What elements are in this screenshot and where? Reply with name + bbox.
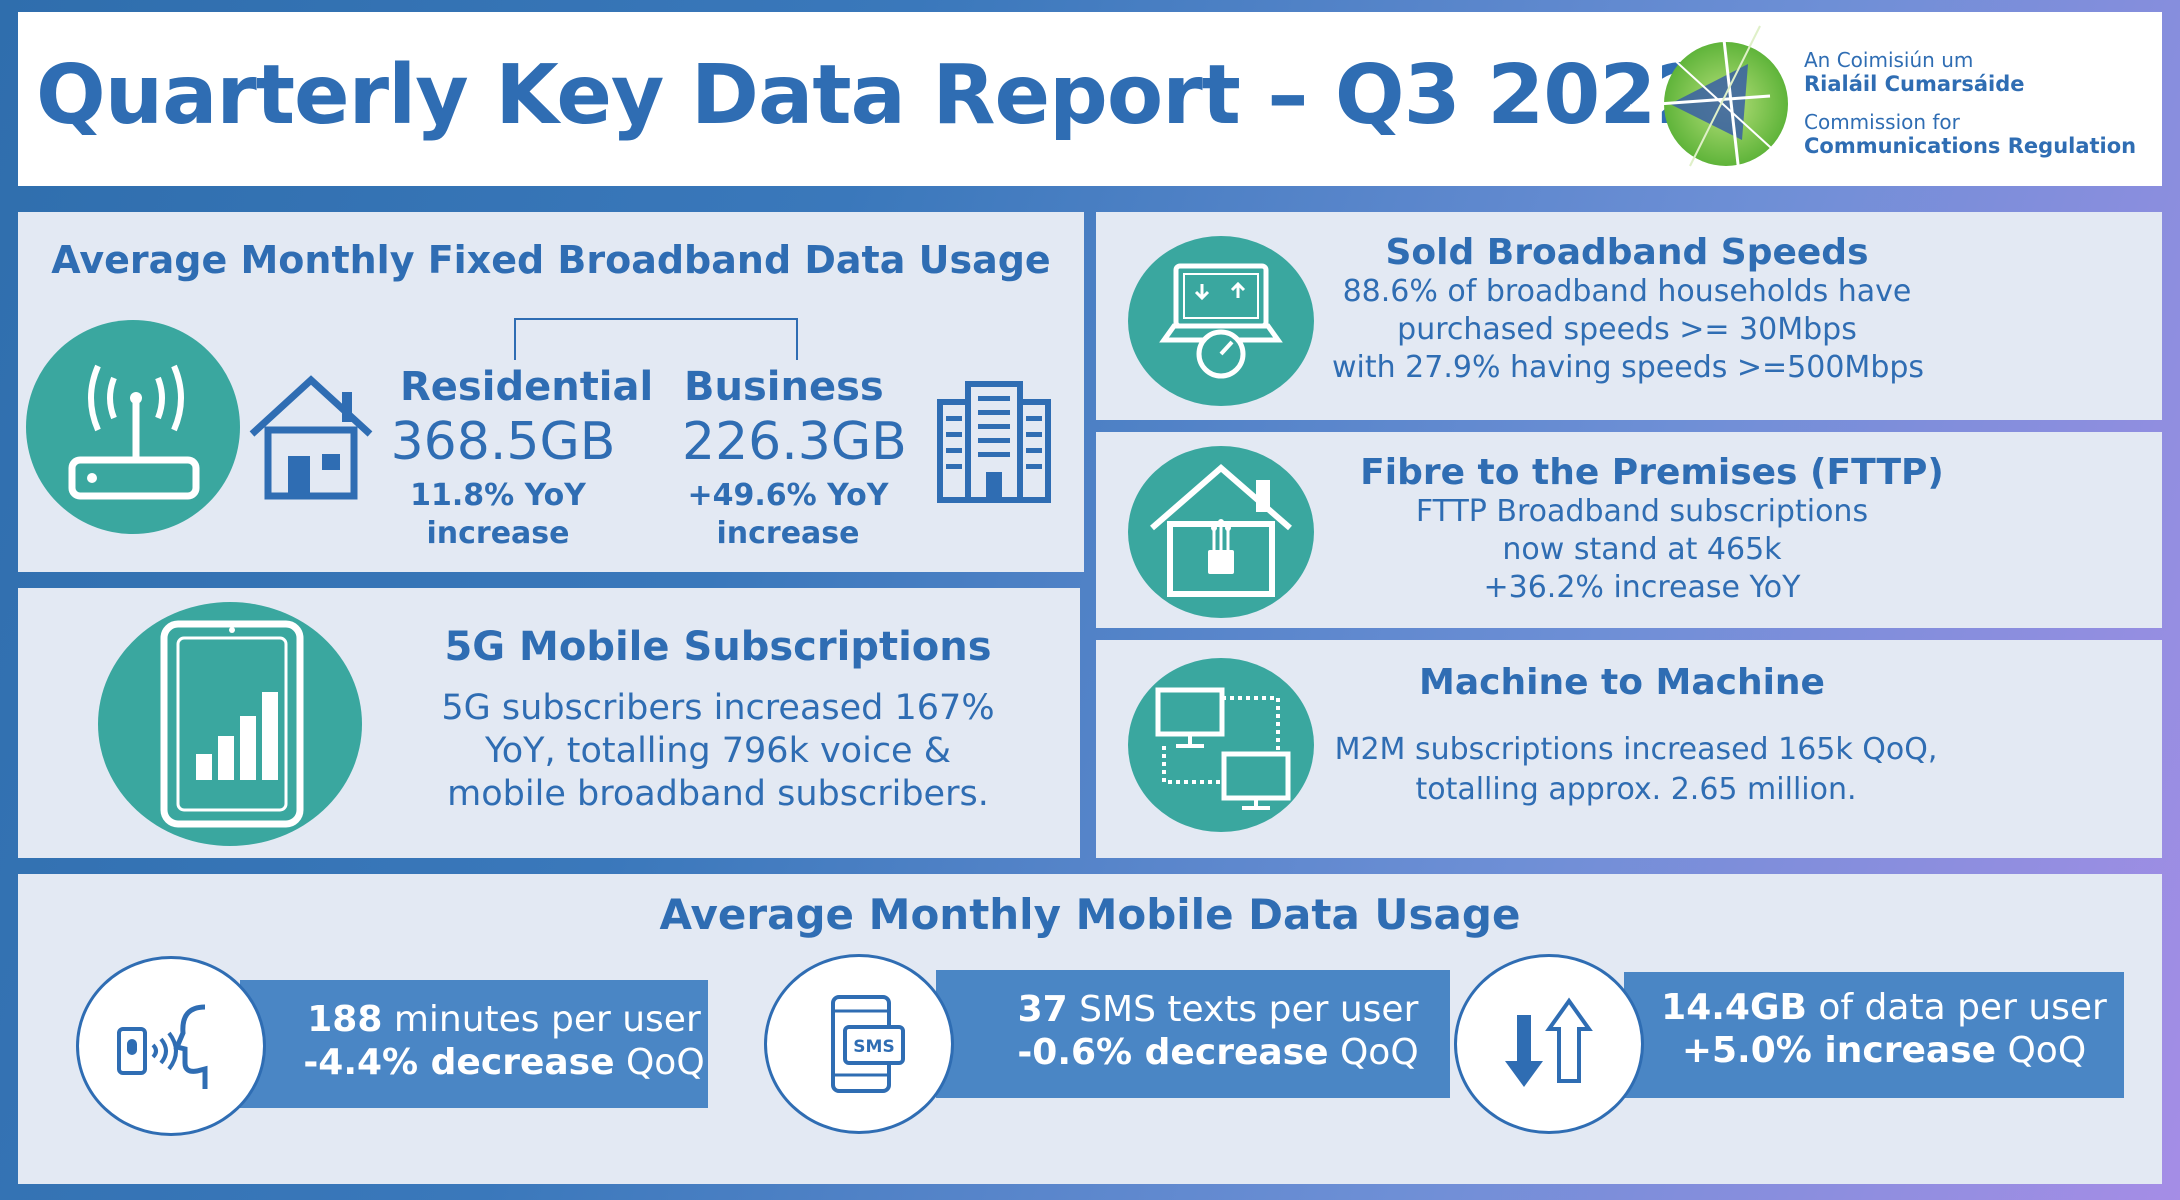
m2m-line2: totalling approx. 2.65 million. [1415,772,1857,807]
mobile-usage-title: Average Monthly Mobile Data Usage [659,890,1521,939]
data-value: 14.4GB [1661,987,1807,1028]
mobile-5g-title: 5G Mobile Subscriptions [444,624,992,670]
mobile-5g-line3: mobile broadband subscribers. [447,774,989,814]
data-label: of data per user [1818,987,2107,1028]
mobile-5g-panel: 5G Mobile Subscriptions 5G subscribers i… [18,588,1080,858]
bracket-connector [514,318,798,360]
mobile-5g-line2: YoY, totalling 796k voice & [484,731,952,771]
tablet-signal-icon [98,602,362,846]
fttp-line2: now stand at 465k [1502,532,1782,567]
minutes-period: QoQ [625,1042,705,1083]
logo-text-4: Communications Regulation [1804,134,2137,158]
mobile-5g-line1: 5G subscribers increased 167% [441,688,995,728]
fttp-line1: FTTP Broadband subscriptions [1415,494,1869,529]
sms-change: -0.6% decrease [1017,1032,1329,1073]
logo-text-1: An Coimisiún um [1804,48,1974,72]
voice-call-icon [76,956,266,1136]
m2m-title: Machine to Machine [1419,662,1825,703]
minutes-stat-bar: 188 minutes per user -4.4% decrease QoQ [240,980,708,1108]
business-change-1: +49.6% YoY [687,478,889,513]
sms-phone-icon: SMS [764,954,954,1134]
data-stat-bar: 14.4GB of data per user +5.0% increase Q… [1624,972,2124,1098]
comreg-logo [1629,16,1798,184]
residential-label: Residential [400,364,654,410]
minutes-stat-line1: 188 minutes per user [300,998,708,1041]
sms-stat-line2: -0.6% decrease QoQ [986,1031,1450,1074]
page-title: Quarterly Key Data Report – Q3 2022 [36,48,1712,143]
office-building-icon [936,380,1052,504]
sms-icon-text: SMS [853,1037,894,1057]
house-icon [246,372,376,502]
business-change-2: increase [716,516,860,551]
fixed-broadband-title: Average Monthly Fixed Broadband Data Usa… [51,238,1051,282]
laptop-speed-icon [1128,236,1314,406]
logo-text-2: Rialáil Cumarsáide [1804,72,2025,96]
minutes-change: -4.4% decrease [303,1042,615,1083]
data-transfer-arrows-icon [1454,954,1644,1134]
minutes-stat-line2: -4.4% decrease QoQ [300,1041,708,1084]
fttp-panel: Fibre to the Premises (FTTP) FTTP Broadb… [1096,432,2162,628]
sms-value: 37 [1017,989,1068,1030]
header-bar: Quarterly Key Data Report – Q3 2022 An C… [18,12,2162,186]
minutes-label: minutes per user [393,999,701,1040]
data-stat-line1: 14.4GB of data per user [1644,986,2124,1029]
sold-speeds-title: Sold Broadband Speeds [1385,232,1869,273]
comreg-logo-icon [1629,21,1788,183]
machine-to-machine-icon [1128,658,1314,832]
m2m-line1: M2M subscriptions increased 165k QoQ, [1334,732,1938,767]
sms-period: QoQ [1339,1032,1419,1073]
residential-value: 368.5GB [390,412,616,472]
sms-stat-line1: 37 SMS texts per user [986,988,1450,1031]
data-period: QoQ [2007,1030,2087,1071]
minutes-value: 188 [307,999,383,1040]
sold-speeds-panel: Sold Broadband Speeds 88.6% of broadband… [1096,212,2162,420]
sms-stat-bar: 37 SMS texts per user -0.6% decrease QoQ [936,970,1450,1098]
residential-change-1: 11.8% YoY [410,478,586,513]
sold-speeds-line2: purchased speeds >= 30Mbps [1397,312,1857,347]
sold-speeds-line1: 88.6% of broadband households have [1342,274,1912,309]
fttp-line3: +36.2% increase YoY [1483,570,1801,605]
m2m-panel: Machine to Machine M2M subscriptions inc… [1096,640,2162,858]
mobile-usage-panel: Average Monthly Mobile Data Usage 188 mi… [18,874,2162,1184]
data-stat-line2: +5.0% increase QoQ [1644,1029,2124,1072]
fttp-title: Fibre to the Premises (FTTP) [1360,452,1944,493]
sold-speeds-line3: with 27.9% having speeds >=500Mbps [1332,350,1925,385]
sms-label: SMS texts per user [1079,989,1419,1030]
business-label: Business [684,364,884,410]
fixed-broadband-panel: Average Monthly Fixed Broadband Data Usa… [18,212,1084,572]
logo-text-3: Commission for [1804,110,1960,134]
residential-change-2: increase [426,516,570,551]
data-change: +5.0% increase [1681,1030,1996,1071]
fibre-house-icon [1128,446,1314,618]
business-value: 226.3GB [682,412,907,472]
router-icon [26,320,240,534]
